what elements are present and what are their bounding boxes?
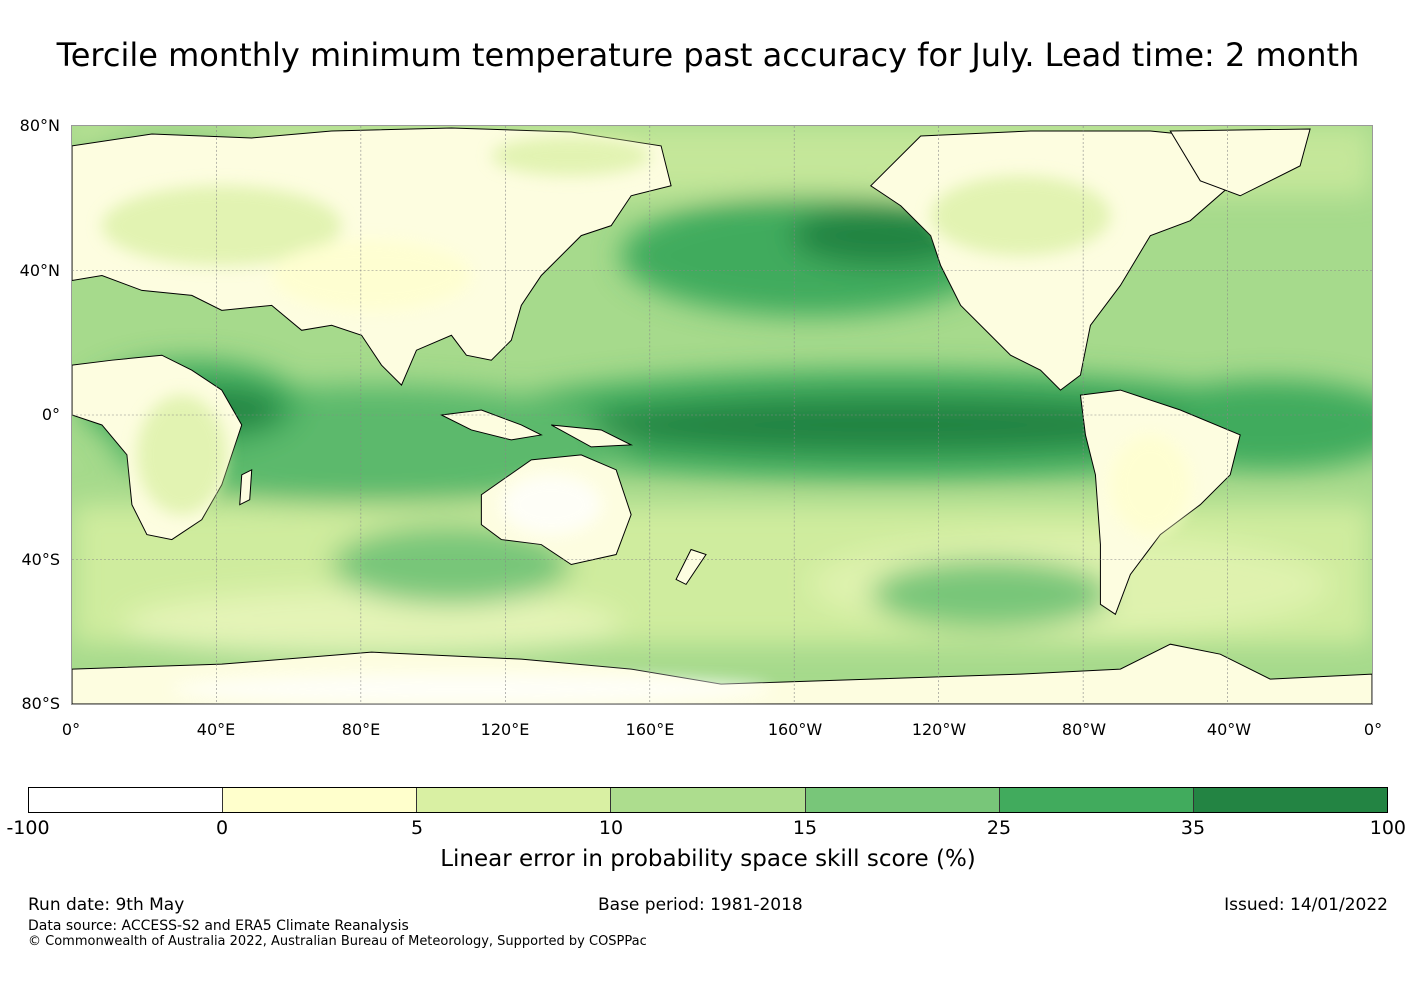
chart-title: Tercile monthly minimum temperature past… xyxy=(56,36,1360,74)
colorbar-segment-1 xyxy=(223,788,418,812)
lon-label-120e: 120°E xyxy=(480,720,530,739)
colorbar-segment-3 xyxy=(611,788,806,812)
colorbar-segment-0 xyxy=(29,788,224,812)
lon-label-80e: 80°E xyxy=(341,720,381,739)
run-date: Run date: 9th May xyxy=(28,895,185,915)
lon-label-160e: 160°E xyxy=(625,720,675,739)
land-new-guinea xyxy=(551,424,634,448)
lat-label-80s: 80°S xyxy=(21,694,60,713)
lat-label-40n: 40°N xyxy=(19,261,60,280)
colorbar-segment-4 xyxy=(805,788,1000,812)
colorbar-tick: 15 xyxy=(792,817,818,839)
colorbar xyxy=(28,787,1388,813)
lon-label-0-east: 0° xyxy=(1363,720,1383,739)
land-indonesia xyxy=(439,409,543,441)
colorbar-segment-6 xyxy=(1193,788,1387,812)
lon-label-0: 0° xyxy=(61,720,81,739)
lon-label-40w: 40°W xyxy=(1206,720,1252,739)
skill-score-map xyxy=(71,125,1373,705)
copyright: © Commonwealth of Australia 2022, Austra… xyxy=(28,934,647,949)
lat-label-0: 0° xyxy=(41,405,60,424)
land-skill-patterns xyxy=(101,135,1191,704)
map-canvas xyxy=(72,126,1372,704)
colorbar-tick: 35 xyxy=(1180,817,1206,839)
lon-label-160w: 160°W xyxy=(767,720,823,739)
land-madagascar xyxy=(239,468,253,506)
lon-label-80w: 80°W xyxy=(1061,720,1107,739)
colorbar-tick: 5 xyxy=(410,817,424,839)
data-source: Data source: ACCESS-S2 and ERA5 Climate … xyxy=(28,918,409,934)
graticule xyxy=(72,126,1372,704)
colorbar-label: Linear error in probability space skill … xyxy=(440,846,976,872)
lat-label-40s: 40°S xyxy=(21,550,60,569)
colorbar-segment-5 xyxy=(999,788,1194,812)
land-greenland xyxy=(1169,128,1311,197)
colorbar-segment-2 xyxy=(417,788,612,812)
base-period: Base period: 1981-2018 xyxy=(598,895,803,915)
land-new-zealand xyxy=(675,548,707,586)
colorbar-tick: 25 xyxy=(986,817,1012,839)
lat-label-80n: 80°N xyxy=(19,116,60,135)
issued-date: Issued: 14/01/2022 xyxy=(1224,895,1388,915)
lon-label-120w: 120°W xyxy=(911,720,967,739)
colorbar-tick: -100 xyxy=(6,817,50,839)
colorbar-tick: 100 xyxy=(1369,817,1406,839)
colorbar-tick: 10 xyxy=(598,817,624,839)
lon-label-40e: 40°E xyxy=(196,720,236,739)
colorbar-tick: 0 xyxy=(215,817,229,839)
